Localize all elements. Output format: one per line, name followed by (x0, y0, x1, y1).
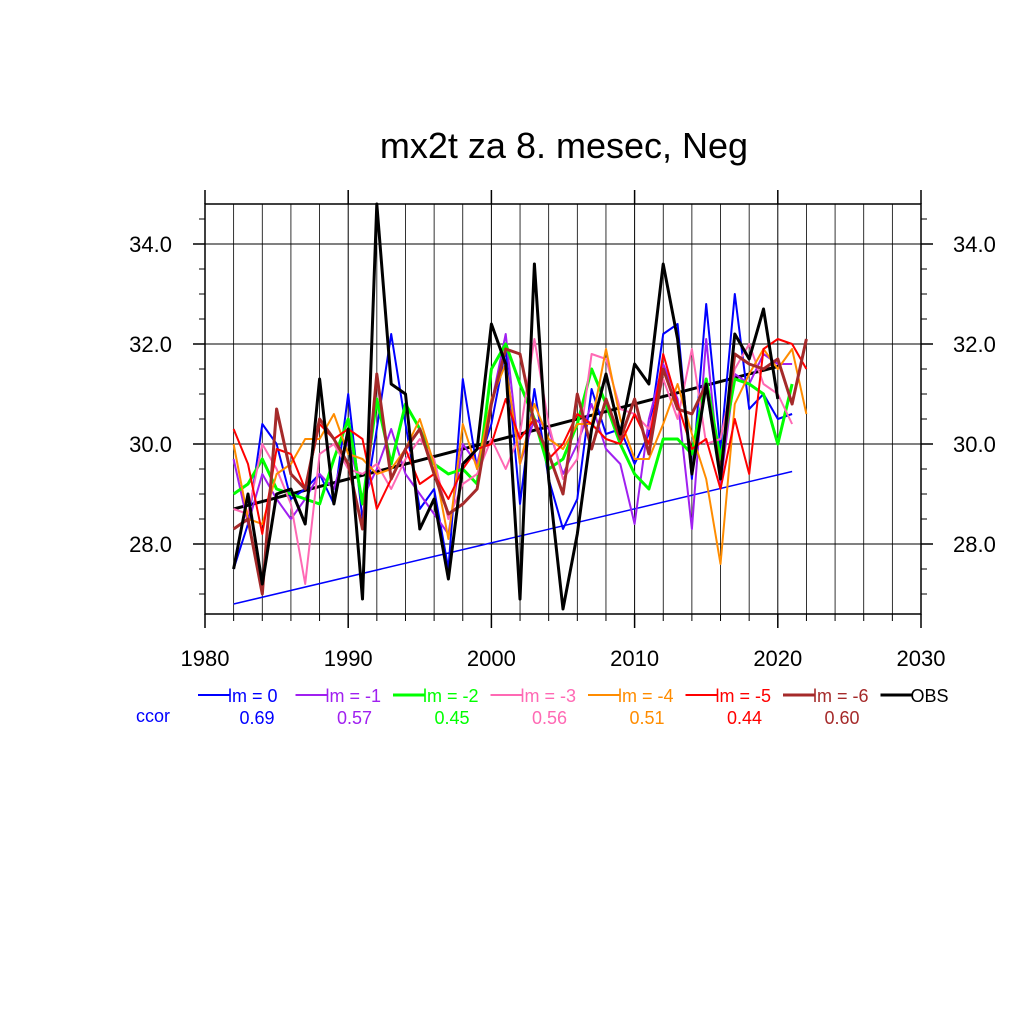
legend-ccor-value: 0.60 (824, 708, 859, 728)
series-line (232, 342, 794, 506)
legend-label: lm = -2 (423, 686, 479, 706)
legend-label: lm = -3 (521, 686, 577, 706)
axes: 1980 1990 2000 2010 2020 2030 28.0 28.0 30.0 30.0… (129, 190, 996, 671)
legend-label: lm = -5 (716, 686, 772, 706)
legend-label: OBS (911, 686, 949, 706)
y-tick-label-left: 28.0 (129, 532, 172, 557)
y-tick-label-left: 34.0 (129, 232, 172, 257)
x-tick-label: 1990 (324, 646, 373, 671)
legend-ccor-value: 0.45 (434, 708, 469, 728)
x-tick-label: 2030 (897, 646, 946, 671)
series-line (232, 202, 780, 611)
x-tick-label: 2010 (610, 646, 659, 671)
legend: ccor lm = 00.69 lm = -10.57 lm = -20.45 lm =… (136, 686, 949, 728)
legend-label: lm = 0 (228, 686, 278, 706)
series-line (232, 348, 808, 565)
legend-ccor-value: 0.51 (629, 708, 664, 728)
chart-title: mx2t za 8. mesec, Neg (380, 125, 748, 166)
x-tick-label: 1980 (181, 646, 230, 671)
y-tick-label-left: 32.0 (129, 332, 172, 357)
y-tick-label-right: 30.0 (953, 432, 996, 457)
legend-ccor-value: 0.69 (239, 708, 274, 728)
x-tick-label: 2020 (753, 646, 802, 671)
x-tick-label: 2000 (467, 646, 516, 671)
legend-label: lm = -1 (326, 686, 382, 706)
legend-ccor-value: 0.44 (727, 708, 762, 728)
legend-ccor-value: 0.56 (532, 708, 567, 728)
trend-line (233, 470, 793, 605)
legend-label: lm = -4 (618, 686, 674, 706)
series-lines (232, 202, 808, 611)
legend-ccor-value: 0.57 (337, 708, 372, 728)
y-tick-label-right: 28.0 (953, 532, 996, 557)
plot-frame (204, 203, 922, 615)
legend-label: lm = -6 (813, 686, 869, 706)
y-tick-label-left: 30.0 (129, 432, 172, 457)
y-tick-label-right: 32.0 (953, 332, 996, 357)
ccor-label: ccor (136, 706, 170, 726)
y-tick-label-right: 34.0 (953, 232, 996, 257)
